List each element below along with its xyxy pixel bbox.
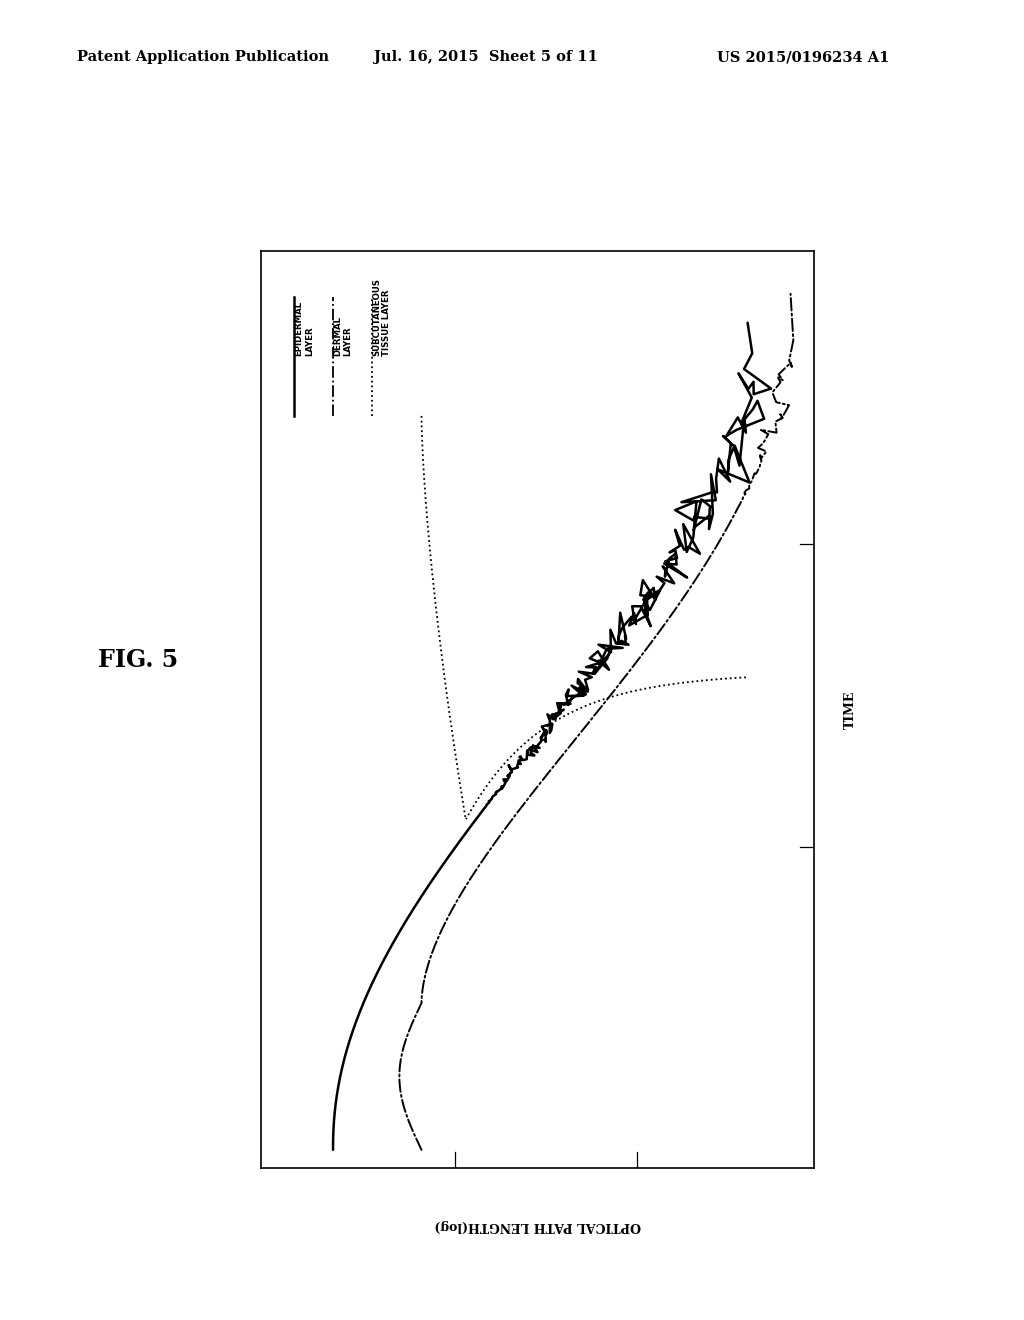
Text: TIME: TIME (844, 690, 856, 729)
Text: Jul. 16, 2015  Sheet 5 of 11: Jul. 16, 2015 Sheet 5 of 11 (374, 50, 598, 65)
Text: DERMAL
LAYER: DERMAL LAYER (333, 317, 352, 356)
Text: SUBCUTANEOUS
TISSUE LAYER: SUBCUTANEOUS TISSUE LAYER (372, 279, 391, 356)
Text: EPIDERMAL
LAYER: EPIDERMAL LAYER (295, 301, 314, 356)
Text: US 2015/0196234 A1: US 2015/0196234 A1 (717, 50, 889, 65)
Text: OPTICAL PATH LENGTH(log): OPTICAL PATH LENGTH(log) (434, 1218, 641, 1232)
Text: FIG. 5: FIG. 5 (98, 648, 178, 672)
Text: Patent Application Publication: Patent Application Publication (77, 50, 329, 65)
